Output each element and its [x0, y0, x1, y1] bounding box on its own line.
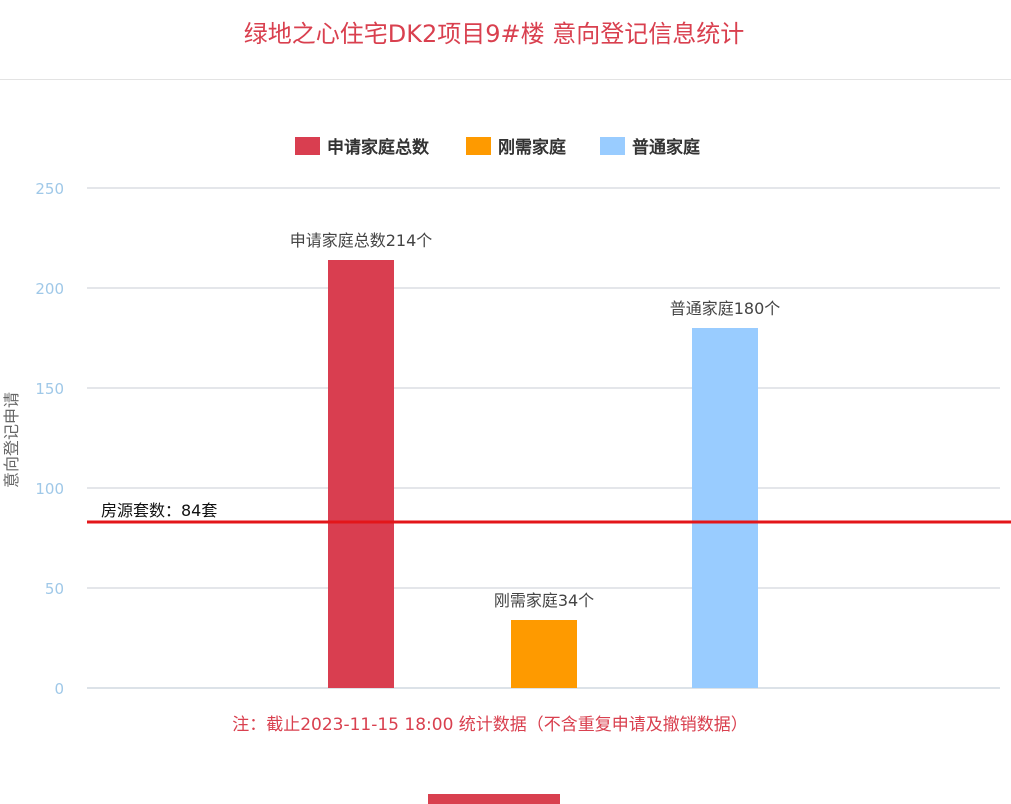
bar-data-label: 刚需家庭34个	[494, 591, 594, 610]
bottom-tab[interactable]	[428, 794, 560, 804]
bar	[328, 260, 394, 688]
legend-label: 普通家庭	[632, 137, 700, 158]
legend-label: 刚需家庭	[498, 137, 566, 158]
bar	[692, 328, 758, 688]
y-tick-label: 250	[35, 180, 64, 198]
y-tick-label: 100	[35, 480, 64, 498]
bar-data-label: 申请家庭总数214个	[290, 231, 433, 250]
y-tick-label: 150	[35, 380, 64, 398]
legend-swatch	[295, 137, 320, 155]
legend-swatch	[466, 137, 491, 155]
y-tick-label: 50	[45, 580, 64, 598]
chart-title: 绿地之心住宅DK2项目9#楼 意向登记信息统计	[243, 20, 745, 48]
reference-line-label: 房源套数：84套	[101, 501, 217, 520]
bar-data-label: 普通家庭180个	[670, 299, 781, 318]
legend-swatch	[600, 137, 625, 155]
legend-label: 申请家庭总数	[327, 137, 430, 158]
y-tick-label: 200	[35, 280, 64, 298]
y-tick-label: 0	[54, 680, 64, 698]
data-note: 注：截止2023-11-15 18:00 统计数据（不含重复申请及撤销数据）	[232, 715, 748, 735]
y-axis-title: 意向登记申请	[2, 392, 21, 488]
bar	[511, 620, 577, 688]
header-divider	[0, 79, 1011, 80]
